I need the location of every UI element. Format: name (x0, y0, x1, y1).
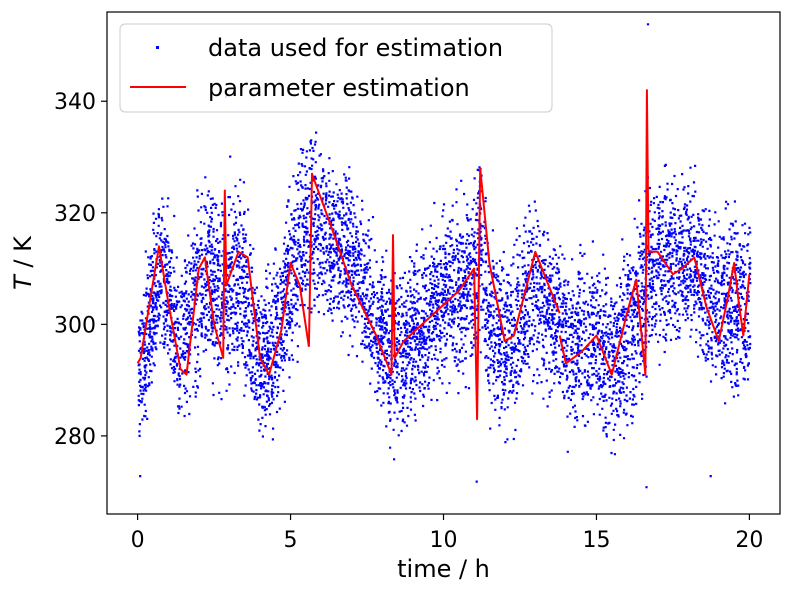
y-tick-label: 280 (54, 425, 96, 450)
y-axis-label-unit: / K (9, 235, 37, 275)
axis-ticks: 0 5 10 15 20 280 300 320 340 (54, 90, 763, 553)
y-tick-label: 320 (54, 202, 96, 227)
estimation-lines (136, 89, 751, 421)
x-tick-label: 0 (131, 528, 145, 553)
legend-entry-data: data used for estimation (208, 34, 503, 62)
legend: data used for estimation parameter estim… (119, 23, 553, 113)
x-tick-label: 5 (284, 528, 298, 553)
estimation-line-segment-1 (136, 189, 310, 376)
y-axis-label: T / K (9, 235, 37, 290)
x-axis-label: time / h (397, 555, 490, 583)
legend-box (119, 23, 553, 113)
y-tick-label: 340 (54, 90, 96, 115)
plot-frame (106, 11, 781, 515)
y-tick-label: 300 (54, 313, 96, 338)
x-tick-label: 10 (430, 528, 458, 553)
estimation-line-segment-3 (558, 89, 751, 376)
x-tick-label: 20 (735, 528, 763, 553)
x-tick-label: 15 (582, 528, 610, 553)
estimation-line-segment-2 (307, 167, 561, 421)
legend-entry-estimation: parameter estimation (208, 74, 470, 102)
y-axis-label-symbol: T (9, 273, 37, 290)
legend-scatter-marker (156, 46, 159, 49)
